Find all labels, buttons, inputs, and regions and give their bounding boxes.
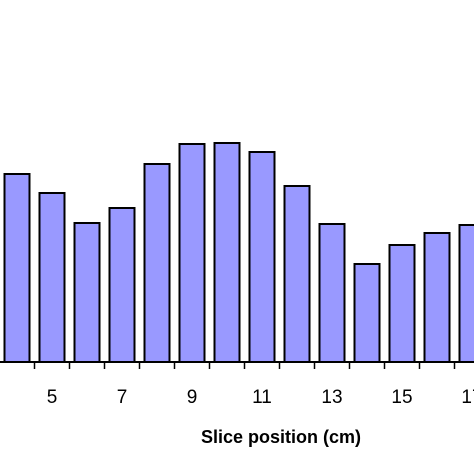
bar xyxy=(143,163,171,363)
bar xyxy=(458,224,474,363)
x-tick-label: 15 xyxy=(391,387,412,408)
x-tick-label: 17 xyxy=(461,387,474,408)
bar xyxy=(353,263,381,363)
bar xyxy=(3,173,31,363)
bar xyxy=(388,244,416,363)
x-tick-label: 7 xyxy=(117,387,128,408)
bar xyxy=(283,185,311,363)
x-tick-label: 9 xyxy=(187,387,198,408)
bar xyxy=(318,223,346,363)
x-axis-label: Slice position (cm) xyxy=(201,427,361,447)
bar xyxy=(213,142,241,363)
bar xyxy=(108,207,136,363)
bar xyxy=(38,192,66,363)
bar xyxy=(73,222,101,363)
x-tick-label: 5 xyxy=(47,387,58,408)
bar xyxy=(178,143,206,363)
bar xyxy=(248,151,276,363)
x-tick-label: 13 xyxy=(321,387,342,408)
x-tick-label: 11 xyxy=(252,387,272,408)
bar xyxy=(423,232,451,363)
